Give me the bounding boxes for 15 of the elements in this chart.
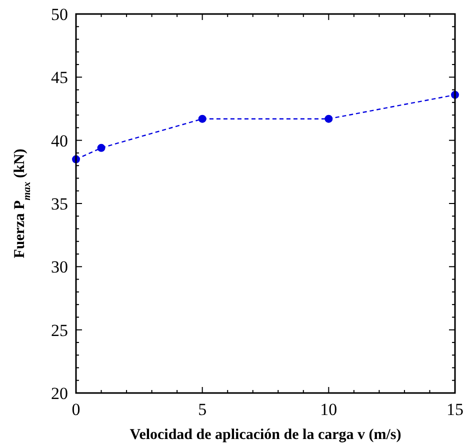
x-tick-label: 15: [446, 400, 464, 419]
x-tick-label: 0: [72, 400, 80, 419]
y-tick-label: 50: [51, 5, 68, 24]
y-tick-label: 20: [51, 384, 68, 403]
x-tick-label: 10: [320, 400, 338, 419]
point: [324, 114, 333, 123]
y-tick-label: 25: [51, 320, 68, 340]
y-tick-label: 30: [51, 258, 68, 277]
y-tick-label: 40: [51, 131, 68, 150]
y-tick-label: 35: [51, 194, 68, 214]
point: [97, 144, 106, 152]
x-axis-title: Velocidad de aplicación de la carga v (m/s): [130, 427, 402, 443]
point: [198, 114, 206, 123]
y-tick-label: 45: [51, 68, 68, 88]
x-tick-label: 5: [198, 400, 207, 419]
